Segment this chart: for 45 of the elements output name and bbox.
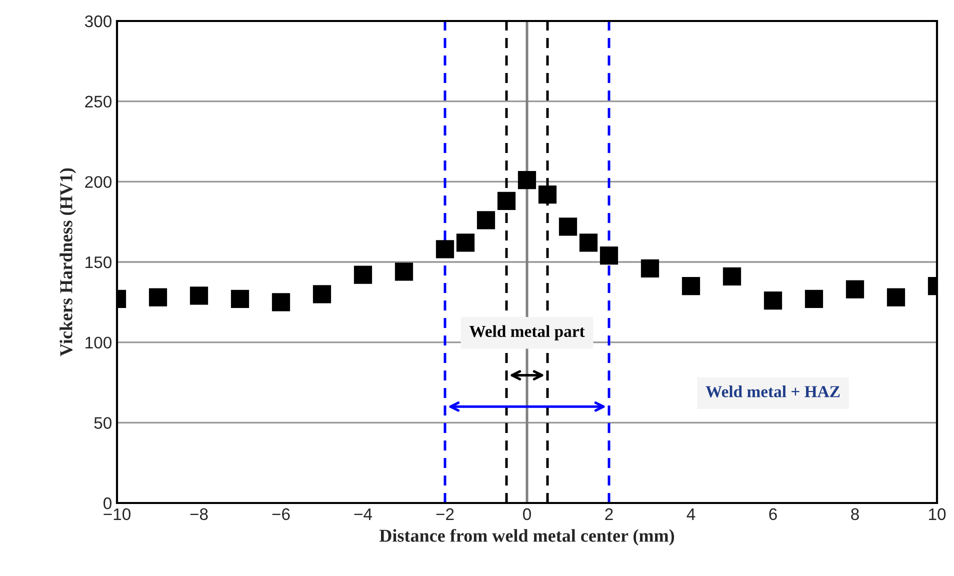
x-tick-label: 10 bbox=[929, 508, 946, 520]
x-tick-label: 6 bbox=[769, 508, 777, 520]
annotation: Weld metal + HAZ bbox=[706, 386, 840, 398]
point bbox=[764, 292, 782, 310]
point bbox=[354, 266, 372, 284]
point bbox=[476, 211, 496, 230]
x-tick-label: 4 bbox=[686, 508, 696, 520]
point bbox=[394, 262, 414, 281]
point bbox=[436, 240, 454, 258]
point bbox=[846, 280, 864, 298]
point bbox=[804, 290, 824, 308]
annotation: Weld metal part bbox=[469, 325, 585, 340]
point bbox=[148, 288, 168, 306]
x-tick-label: −6 bbox=[272, 508, 290, 520]
point bbox=[190, 286, 208, 305]
x-axis-title: Distance from weld metal center (mm) bbox=[379, 528, 674, 546]
point bbox=[312, 285, 332, 304]
point bbox=[456, 234, 475, 252]
point bbox=[579, 234, 598, 252]
point bbox=[518, 171, 536, 190]
y-axis-title: Vickers Hardness (HV1) bbox=[60, 168, 76, 356]
y-tick-label: 50 bbox=[94, 417, 112, 429]
point bbox=[886, 288, 906, 306]
x-tick-label: −2 bbox=[436, 508, 454, 520]
point bbox=[538, 185, 557, 204]
point bbox=[230, 290, 250, 308]
point bbox=[640, 259, 660, 278]
x-tick-label: −8 bbox=[190, 508, 208, 520]
y-tick-label: 0 bbox=[104, 497, 112, 510]
point bbox=[682, 277, 700, 296]
y-tick-label: 250 bbox=[85, 96, 112, 108]
x-tick-label: 2 bbox=[605, 508, 613, 520]
point bbox=[600, 246, 618, 265]
y-tick-label: 200 bbox=[85, 176, 112, 188]
point bbox=[558, 218, 578, 236]
x-tick-label: −10 bbox=[104, 508, 130, 520]
point bbox=[722, 267, 742, 286]
y-tick-label: 300 bbox=[84, 15, 112, 28]
x-tick-label: 0 bbox=[523, 508, 531, 520]
y-tick-label: 100 bbox=[86, 336, 112, 349]
point bbox=[497, 192, 516, 210]
y-tick-label: 150 bbox=[86, 256, 112, 268]
x-tick-label: 8 bbox=[851, 508, 859, 520]
x-tick-label: −4 bbox=[354, 508, 372, 520]
point bbox=[272, 293, 290, 312]
